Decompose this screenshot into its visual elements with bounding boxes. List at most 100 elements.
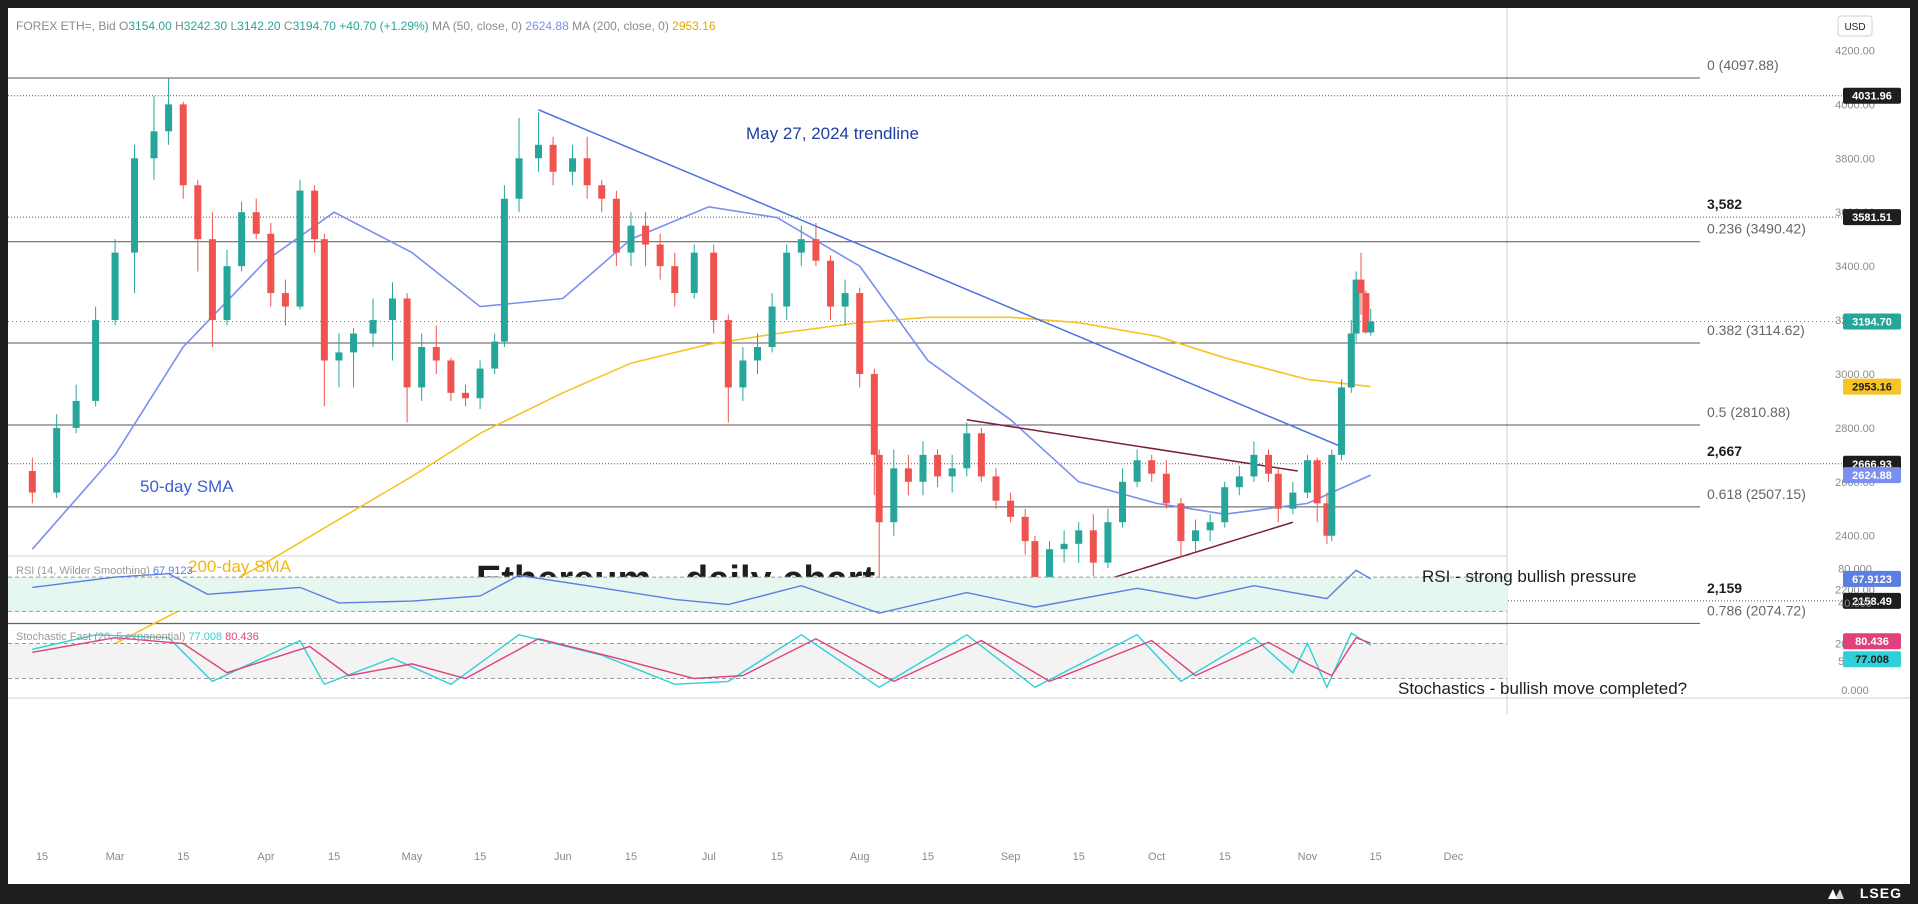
candle-body bbox=[515, 158, 523, 199]
fib-level-label: 0.382 (3114.62) bbox=[1707, 322, 1805, 338]
candle-body bbox=[267, 233, 275, 294]
high-label: H bbox=[175, 19, 184, 33]
candle-body bbox=[447, 360, 455, 393]
candle-body bbox=[1303, 460, 1311, 493]
triangle-trendline bbox=[966, 419, 1298, 472]
open-label: O bbox=[119, 19, 128, 33]
candle-body bbox=[418, 347, 426, 388]
candle-body bbox=[642, 225, 650, 245]
candle-body bbox=[690, 252, 698, 294]
candle-body bbox=[948, 468, 956, 477]
candle-body bbox=[963, 433, 971, 469]
x-tick-label: 15 bbox=[771, 851, 783, 863]
x-tick-label: 15 bbox=[328, 851, 340, 863]
price-tag-label: 2158.49 bbox=[1852, 596, 1892, 608]
candle-body bbox=[1206, 522, 1214, 531]
candle-body bbox=[992, 476, 1000, 501]
x-tick-label: Jun bbox=[554, 851, 572, 863]
candle-body bbox=[856, 293, 864, 374]
rsi-annotation: RSI - strong bullish pressure bbox=[1422, 567, 1636, 586]
y-tick-label: 2800.00 bbox=[1835, 423, 1875, 435]
fib-level-label: 0.236 (3490.42) bbox=[1707, 221, 1806, 237]
candle-body bbox=[131, 158, 139, 253]
stochastic-legend-k: 77.008 bbox=[188, 631, 225, 643]
x-tick-label: 15 bbox=[922, 851, 934, 863]
candle-body bbox=[904, 468, 912, 482]
candle-body bbox=[812, 239, 820, 261]
sma200-line bbox=[32, 316, 1371, 677]
candle-body bbox=[1177, 503, 1185, 542]
rsi-tick-label: 40.000 bbox=[1838, 598, 1872, 610]
y-tick-label: 3800.00 bbox=[1835, 153, 1875, 165]
price-tag-label: 3194.70 bbox=[1852, 316, 1892, 328]
currency-label: USD bbox=[1844, 22, 1865, 33]
candle-body bbox=[1133, 460, 1141, 482]
stochastic-k-tag-label: 77.008 bbox=[1855, 654, 1889, 666]
candle-body bbox=[320, 239, 328, 361]
candle-body bbox=[1119, 481, 1127, 523]
candle-body bbox=[768, 306, 776, 347]
price-tag bbox=[1843, 87, 1901, 104]
sma200-annotation: 200-day SMA bbox=[188, 557, 292, 576]
candle-body bbox=[783, 252, 791, 307]
symbol-legend: FOREX ETH=, Bid O3154.00 H3242.30 L3142.… bbox=[16, 19, 716, 33]
rsi-legend: RSI (14, Wilder Smoothing) 67.9123 bbox=[16, 565, 193, 577]
top-border bbox=[0, 0, 1918, 8]
x-tick-label: Mar bbox=[106, 851, 125, 863]
x-tick-label: Jul bbox=[702, 851, 716, 863]
candle-body bbox=[335, 352, 343, 361]
candle-body bbox=[194, 185, 202, 240]
left-border bbox=[0, 0, 8, 904]
rsi-band-fill bbox=[8, 577, 1507, 612]
candle-body bbox=[534, 144, 542, 159]
candle-body bbox=[1328, 454, 1336, 536]
candle-body bbox=[1104, 522, 1112, 563]
candle-body bbox=[1313, 460, 1321, 504]
candle-body bbox=[111, 252, 119, 321]
stochastic-d-tag bbox=[1843, 633, 1901, 650]
candle-body bbox=[1148, 460, 1156, 474]
candle-body bbox=[1192, 530, 1200, 542]
close-value: 3194.70 bbox=[293, 19, 340, 33]
candle-body bbox=[1046, 549, 1054, 590]
x-tick-label: 15 bbox=[1369, 851, 1381, 863]
ma200-value: 2953.16 bbox=[672, 19, 716, 33]
candle-body bbox=[369, 320, 377, 334]
price-tag bbox=[1843, 592, 1901, 609]
rsi-legend-value: 67.9123 bbox=[153, 565, 193, 577]
ma50-value: 2624.88 bbox=[525, 19, 572, 33]
candle-body bbox=[252, 212, 260, 234]
candle-body bbox=[1357, 279, 1365, 294]
rsi-legend-name: RSI (14, Wilder Smoothing) bbox=[16, 565, 153, 577]
level-label: 2,667 bbox=[1707, 443, 1742, 459]
candle-body bbox=[934, 454, 942, 477]
candle-body bbox=[1289, 492, 1297, 509]
ma50-label: MA (50, close, 0) bbox=[432, 19, 525, 33]
lseg-logo-icon bbox=[1828, 889, 1844, 899]
rsi-value-tag bbox=[1843, 570, 1901, 587]
x-tick-label: 15 bbox=[36, 851, 48, 863]
x-tick-label: 15 bbox=[177, 851, 189, 863]
stochastic-tick-label: 0.000 bbox=[1841, 685, 1869, 697]
candle-body bbox=[724, 320, 732, 388]
candle-body bbox=[1362, 293, 1370, 333]
stochastic-legend: Stochastic Fast (20, 5 exponential) 77.0… bbox=[16, 631, 259, 643]
x-tick-label: Nov bbox=[1298, 851, 1318, 863]
candle-body bbox=[841, 293, 849, 307]
price-tag bbox=[1843, 467, 1901, 484]
symbol-name: FOREX ETH=, Bid bbox=[16, 19, 119, 33]
candle-body bbox=[92, 320, 100, 401]
candle-body bbox=[1338, 387, 1346, 455]
candle-body bbox=[710, 252, 718, 321]
candle-body bbox=[238, 212, 246, 267]
candle-body bbox=[1007, 500, 1015, 517]
candle-body bbox=[461, 392, 469, 399]
stochastic-band-fill bbox=[8, 643, 1507, 679]
price-tag-label: 4031.96 bbox=[1852, 91, 1892, 103]
fib-level-label: 0.618 (2507.15) bbox=[1707, 486, 1806, 502]
candle-body bbox=[350, 333, 358, 353]
sma50-annotation: 50-day SMA bbox=[140, 477, 234, 496]
candle-body bbox=[583, 158, 591, 186]
candle-body bbox=[388, 298, 396, 321]
